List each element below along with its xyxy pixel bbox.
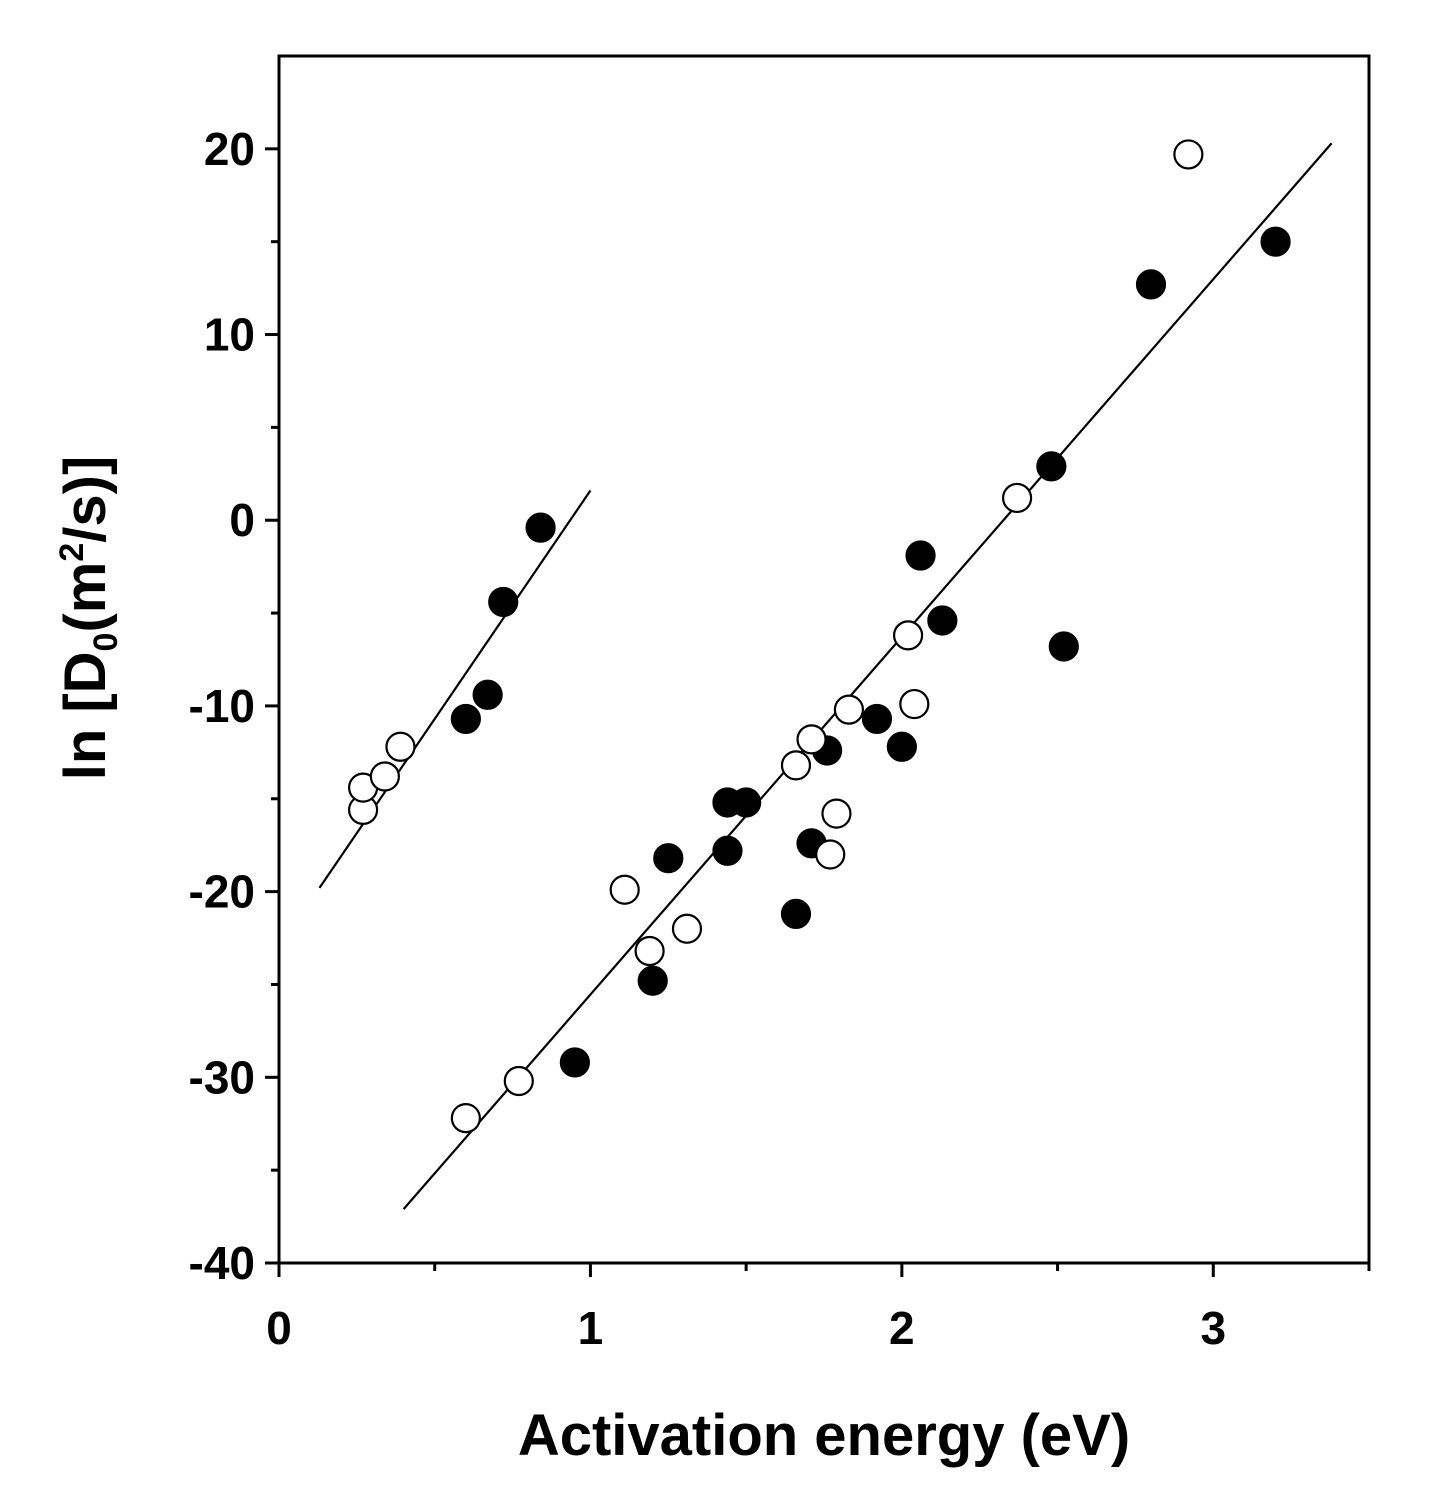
filled-point [1036, 451, 1067, 482]
filled-point [731, 787, 762, 818]
filled-point [525, 512, 556, 543]
plot-frame [277, 54, 1371, 1265]
open-point [385, 731, 416, 762]
open-point [796, 724, 827, 755]
filled-point [1260, 226, 1291, 257]
y-axis-title-superscript: 2 [53, 543, 91, 562]
filled-point [905, 540, 936, 571]
filled-point [1135, 269, 1167, 300]
y-axis-title-prefix: ln [D [53, 651, 118, 780]
open-point [609, 874, 640, 905]
data-points [347, 139, 1291, 1134]
fit-lines [318, 142, 1333, 1210]
y-axis-title-subscript: 0 [87, 633, 125, 652]
filled-point [886, 731, 917, 762]
y-tick-label: 20 [204, 123, 255, 175]
filled-point [653, 843, 684, 874]
x-tick-label: 3 [1200, 1302, 1226, 1354]
filled-point [559, 1047, 590, 1078]
filled-point [927, 605, 958, 636]
open-point [780, 750, 812, 781]
open-point [369, 761, 400, 792]
open-point [1001, 482, 1033, 514]
open-point [892, 620, 924, 651]
axis-ticks: 0 1 2 3 -40 -30 -20 -10 0 10 20 [189, 123, 1371, 1354]
x-axis-title: Activation energy (eV) [518, 1403, 1130, 1468]
filled-point [861, 703, 893, 735]
y-tick-label: -40 [189, 1237, 255, 1289]
fit-left [318, 489, 592, 889]
y-axis-title: ln [D0(m2/s)] [53, 456, 125, 781]
y-tick-label: 0 [229, 494, 255, 546]
y-tick-label: -30 [189, 1051, 255, 1103]
open-point [503, 1065, 534, 1097]
filled-point [488, 586, 519, 618]
open-point [450, 1103, 481, 1134]
series-filled [450, 226, 1291, 1078]
x-tick-label: 2 [889, 1302, 915, 1354]
filled-point [780, 898, 812, 929]
open-point [821, 798, 852, 829]
y-tick-label: 10 [204, 309, 255, 361]
open-point [634, 935, 665, 967]
filled-point [472, 679, 503, 710]
filled-point [712, 835, 743, 866]
x-tick-label: 1 [578, 1302, 604, 1354]
open-point [1173, 139, 1204, 170]
open-point [899, 688, 930, 720]
filled-point [1048, 631, 1079, 662]
series-open [347, 139, 1204, 1134]
filled-point [450, 703, 481, 735]
open-point [833, 694, 865, 725]
y-axis-title-mid: (m [53, 562, 118, 633]
open-point [815, 839, 846, 870]
y-axis-title-suffix: /s)] [53, 456, 118, 543]
x-tick-label: 0 [266, 1302, 292, 1354]
fit-right [402, 142, 1333, 1210]
y-tick-label: -10 [189, 680, 255, 732]
open-point [671, 913, 703, 944]
y-tick-label: -20 [189, 866, 255, 918]
filled-point [637, 965, 668, 996]
